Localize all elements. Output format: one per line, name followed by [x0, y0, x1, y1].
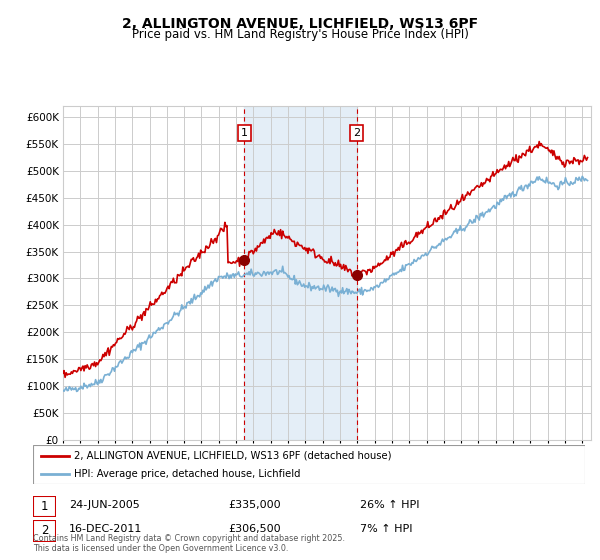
Text: Price paid vs. HM Land Registry's House Price Index (HPI): Price paid vs. HM Land Registry's House …: [131, 28, 469, 41]
Text: 24-JUN-2005: 24-JUN-2005: [69, 500, 140, 510]
Text: Contains HM Land Registry data © Crown copyright and database right 2025.
This d: Contains HM Land Registry data © Crown c…: [33, 534, 345, 553]
Bar: [244, 106, 356, 440]
Text: 2, ALLINGTON AVENUE, LICHFIELD, WS13 6PF: 2, ALLINGTON AVENUE, LICHFIELD, WS13 6PF: [122, 17, 478, 31]
Text: 2, ALLINGTON AVENUE, LICHFIELD, WS13 6PF (detached house): 2, ALLINGTON AVENUE, LICHFIELD, WS13 6PF…: [74, 451, 392, 461]
Text: 7% ↑ HPI: 7% ↑ HPI: [360, 524, 413, 534]
Text: 1: 1: [241, 128, 248, 138]
Text: £306,500: £306,500: [228, 524, 281, 534]
Text: 2: 2: [353, 128, 360, 138]
Text: £335,000: £335,000: [228, 500, 281, 510]
Text: 16-DEC-2011: 16-DEC-2011: [69, 524, 142, 534]
Text: 2: 2: [41, 524, 48, 538]
Text: 1: 1: [41, 500, 48, 514]
Text: HPI: Average price, detached house, Lichfield: HPI: Average price, detached house, Lich…: [74, 469, 301, 479]
Text: 26% ↑ HPI: 26% ↑ HPI: [360, 500, 419, 510]
